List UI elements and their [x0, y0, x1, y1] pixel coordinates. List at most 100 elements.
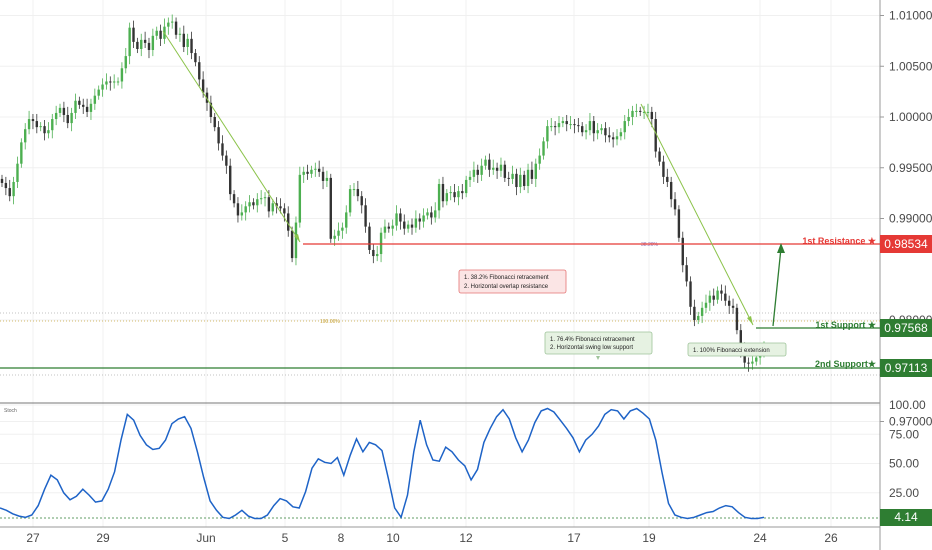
candle-body [422, 215, 425, 222]
candle-body [105, 81, 108, 85]
candle-body [391, 225, 394, 229]
candle-body [755, 357, 758, 362]
candle-body [410, 224, 414, 228]
candle-body [542, 141, 545, 156]
candle-body [522, 174, 526, 187]
candle-body [271, 203, 274, 212]
time-tick-label: 8 [338, 531, 345, 545]
candle-body [58, 107, 62, 113]
annotation-line: 1. 38.2% Fibonacci retracement [464, 275, 549, 281]
candle-body [62, 107, 66, 115]
candle-body [298, 174, 302, 223]
annotation-resistance: 1. 38.2% Fibonacci retracement 2. Horizo… [458, 269, 567, 294]
candle-body [627, 117, 630, 122]
candle-body [364, 205, 367, 227]
candle-body [619, 132, 623, 137]
price-tick-label: 0.97000 [889, 415, 932, 429]
candle-body [569, 124, 572, 126]
candle-body [437, 183, 441, 211]
candle-body [495, 167, 499, 171]
candle-body [333, 235, 336, 239]
candle-body [209, 102, 213, 117]
candle-body [623, 121, 626, 133]
candle-body [287, 213, 290, 231]
candle-body [170, 21, 174, 23]
price-axis-ticks[interactable]: 1.010001.005001.000000.995000.990000.980… [880, 9, 932, 429]
candle-body [515, 173, 518, 188]
candle-body [85, 106, 89, 112]
price-tag-text: 4.14 [894, 510, 918, 524]
price-tag-support1[interactable]: 0.97568 [880, 319, 932, 337]
candle-body [27, 119, 31, 130]
price-tag-text: 0.97113 [885, 361, 928, 375]
stoch-series-line [0, 407, 765, 520]
candle-body [159, 30, 162, 39]
candle-body [360, 196, 363, 206]
candle-body [20, 142, 23, 164]
candle-body [78, 100, 81, 105]
time-tick-label: 10 [386, 531, 400, 545]
candle-body [611, 137, 615, 140]
time-tick-label: 12 [459, 531, 473, 545]
candle-body [662, 161, 665, 177]
candle-body [178, 33, 182, 35]
candle-body [217, 127, 220, 144]
candle-body [4, 182, 8, 189]
time-axis-ticks[interactable]: 27 29 Jun 5 8 10 12 17 19 24 26 [26, 531, 838, 545]
candle-body [24, 129, 27, 143]
candle-body [39, 126, 42, 128]
candle-body [484, 159, 487, 166]
candle-body [317, 168, 321, 172]
candle-body [194, 53, 197, 63]
arrowhead-icon [294, 234, 300, 242]
candle-body [151, 35, 155, 51]
candle-body [735, 307, 739, 331]
candle-body [573, 124, 576, 126]
candle-body [387, 226, 391, 229]
price-tag-stoch[interactable]: 4.14 [880, 509, 932, 526]
candle-body [461, 191, 464, 194]
candle-body [476, 169, 479, 175]
candle-body [283, 208, 286, 214]
annotation-support1: 1. 100% Fibonacci extension [687, 342, 787, 357]
candle-body [345, 212, 348, 228]
price-tick-label: 1.00500 [889, 59, 932, 73]
time-tick-label: 27 [26, 531, 40, 545]
stoch-tick-label: 50.00 [889, 457, 919, 471]
candle-body [511, 173, 514, 179]
candle-body [356, 189, 360, 197]
candle-body [35, 121, 39, 128]
candle-body [124, 56, 127, 69]
time-tick-label: 19 [642, 531, 656, 545]
candle-body [383, 226, 387, 233]
time-tick-label: Jun [196, 531, 215, 545]
time-tick-label: 17 [567, 531, 581, 545]
candle-body [731, 305, 735, 308]
candle-body [650, 111, 654, 120]
annotation-line: 2. Horizontal overlap resistance [464, 284, 549, 290]
candle-body [658, 151, 661, 162]
support1-label: 1st Support ★ [815, 320, 877, 330]
candle-body [426, 212, 429, 216]
price-tick-label: 0.99000 [889, 212, 932, 226]
candle-body [329, 177, 332, 239]
candle-body [368, 226, 371, 250]
arrowhead-icon [747, 316, 753, 325]
price-tag-support2[interactable]: 0.97113 [880, 359, 932, 377]
annotation-line: 1. 76.4% Fibonacci retracement [550, 337, 635, 343]
candle-body [109, 81, 112, 83]
candle-body [530, 169, 534, 179]
candle-body [205, 92, 209, 103]
candle-body [186, 38, 189, 47]
projection-up-arrow [772, 247, 782, 327]
candle-body [499, 164, 503, 171]
candle-body [136, 41, 139, 49]
vertical-gridlines [0, 0, 880, 527]
candle-body [341, 227, 344, 231]
price-tag-resistance[interactable]: 0.98534 [880, 235, 932, 253]
stoch-axis-ticks[interactable]: 100.00 75.00 50.00 25.00 [889, 398, 926, 500]
candle-body [666, 176, 669, 182]
candle-body [263, 197, 267, 199]
candle-body [677, 209, 681, 238]
arrowhead-up-icon [777, 243, 785, 253]
